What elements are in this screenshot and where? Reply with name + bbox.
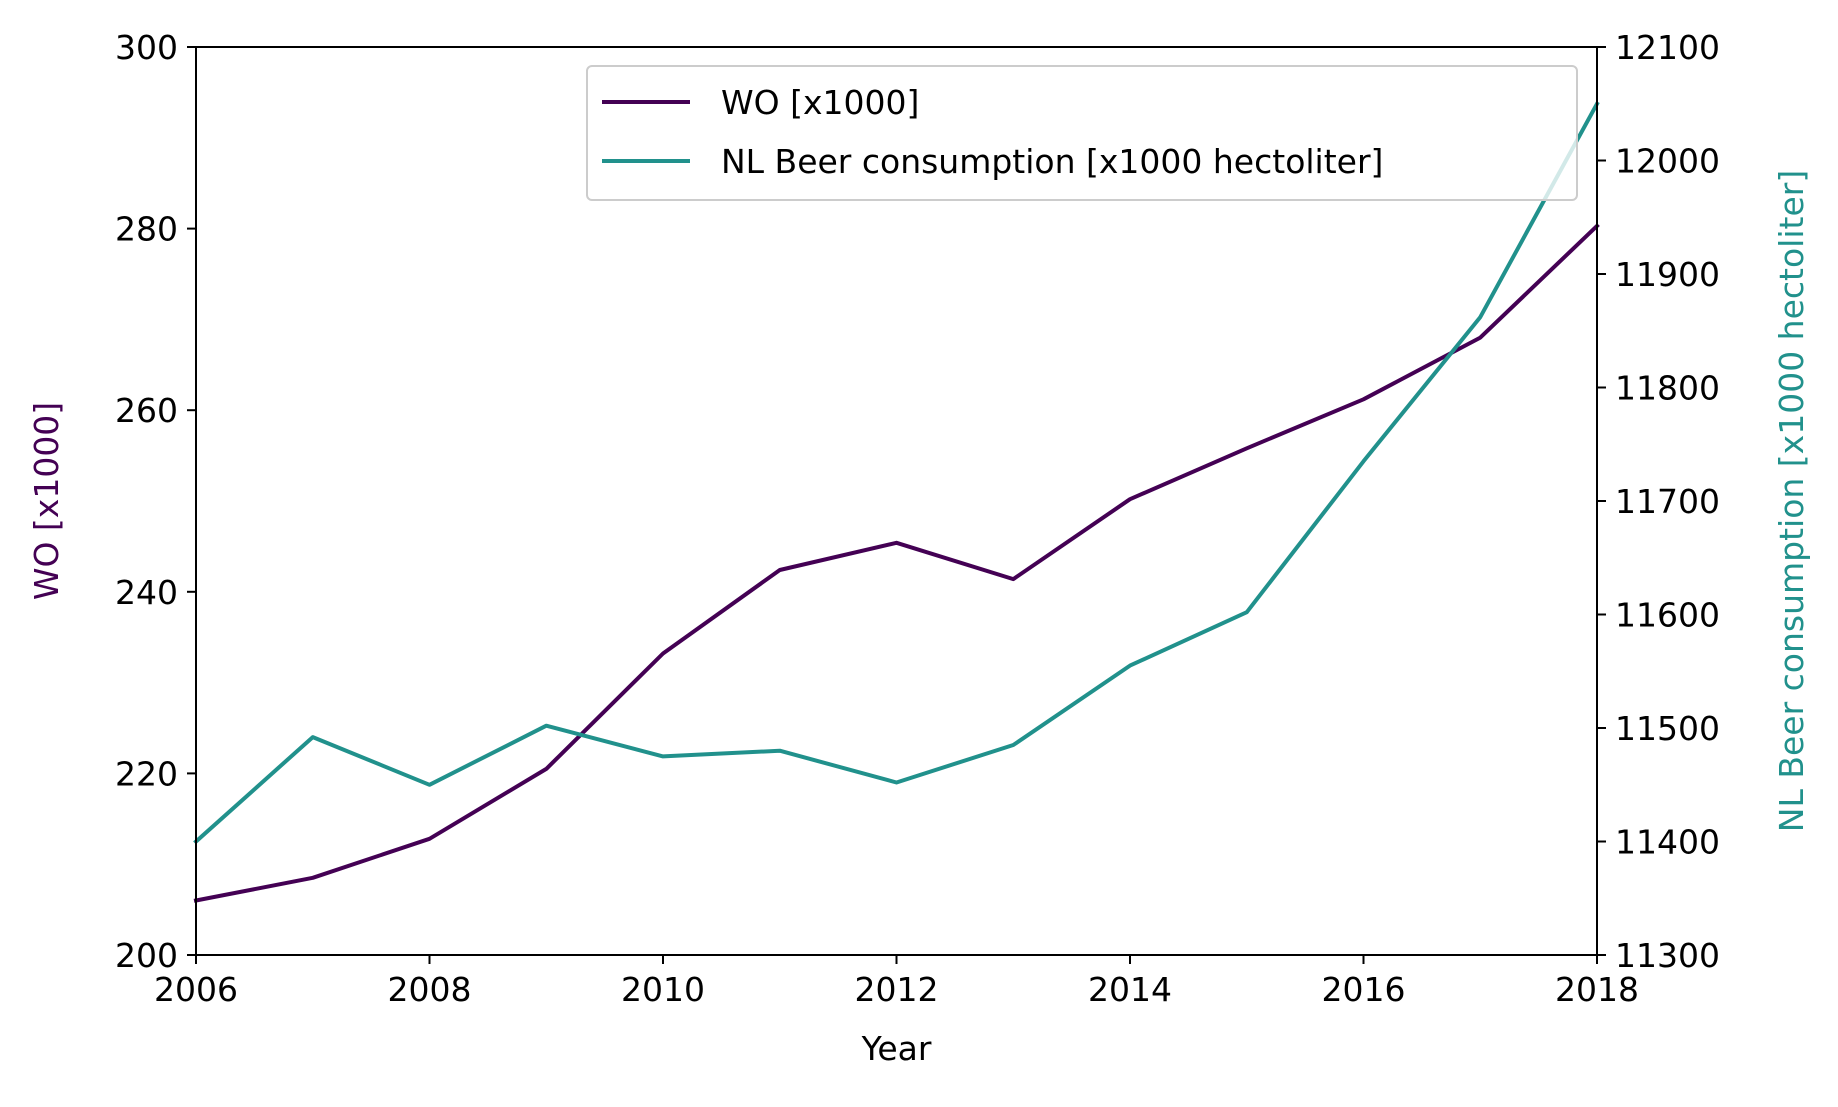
plot-frame bbox=[195, 46, 1598, 956]
left-y-tick-label: 220 bbox=[115, 754, 178, 793]
left-y-tick-label: 240 bbox=[115, 573, 178, 612]
wo-series-line bbox=[193, 223, 1600, 903]
legend: WO [x1000] NL Beer consumption [x1000 hec… bbox=[586, 65, 1578, 201]
x-tick-label: 2016 bbox=[1322, 970, 1406, 1009]
left-y-tick-label: 280 bbox=[115, 210, 178, 249]
left-y-axis-ticks: 200 220 240 260 280 300 bbox=[115, 28, 196, 975]
series-lines bbox=[193, 101, 1600, 903]
left-y-tick-label: 200 bbox=[115, 936, 178, 975]
right-y-tick-label: 12100 bbox=[1615, 28, 1720, 67]
right-y-tick-label: 11900 bbox=[1615, 255, 1720, 294]
right-y-tick-label: 11800 bbox=[1615, 369, 1720, 408]
left-y-axis-title: WO [x1000] bbox=[27, 402, 66, 600]
right-y-tick-label: 11300 bbox=[1615, 936, 1720, 975]
right-y-axis-title: NL Beer consumption [x1000 hectoliter] bbox=[1772, 170, 1811, 832]
right-y-tick-label: 11500 bbox=[1615, 709, 1720, 748]
legend-box bbox=[586, 65, 1578, 201]
left-y-tick-label: 260 bbox=[115, 391, 178, 430]
right-y-tick-label: 12000 bbox=[1615, 142, 1720, 181]
x-tick-label: 2006 bbox=[154, 970, 238, 1009]
right-y-tick-label: 11700 bbox=[1615, 482, 1720, 521]
x-tick-label: 2008 bbox=[388, 970, 472, 1009]
x-axis-ticks: 2006 2008 2010 2012 2014 2016 2018 bbox=[154, 955, 1639, 1009]
x-axis-title: Year bbox=[861, 1029, 932, 1068]
left-y-tick-label: 300 bbox=[115, 28, 178, 67]
x-tick-label: 2012 bbox=[855, 970, 939, 1009]
x-tick-label: 2018 bbox=[1555, 970, 1639, 1009]
legend-label: WO [x1000] bbox=[721, 83, 919, 122]
right-y-axis-ticks: 11300 11400 11500 11600 11700 11800 11900 12000… bbox=[1597, 28, 1720, 975]
beer-consumption-series-line bbox=[193, 101, 1600, 845]
right-y-tick-label: 11600 bbox=[1615, 596, 1720, 635]
right-y-tick-label: 11400 bbox=[1615, 823, 1720, 862]
x-tick-label: 2014 bbox=[1088, 970, 1172, 1009]
x-tick-label: 2010 bbox=[621, 970, 705, 1009]
legend-label: NL Beer consumption [x1000 hectoliter] bbox=[721, 142, 1383, 181]
